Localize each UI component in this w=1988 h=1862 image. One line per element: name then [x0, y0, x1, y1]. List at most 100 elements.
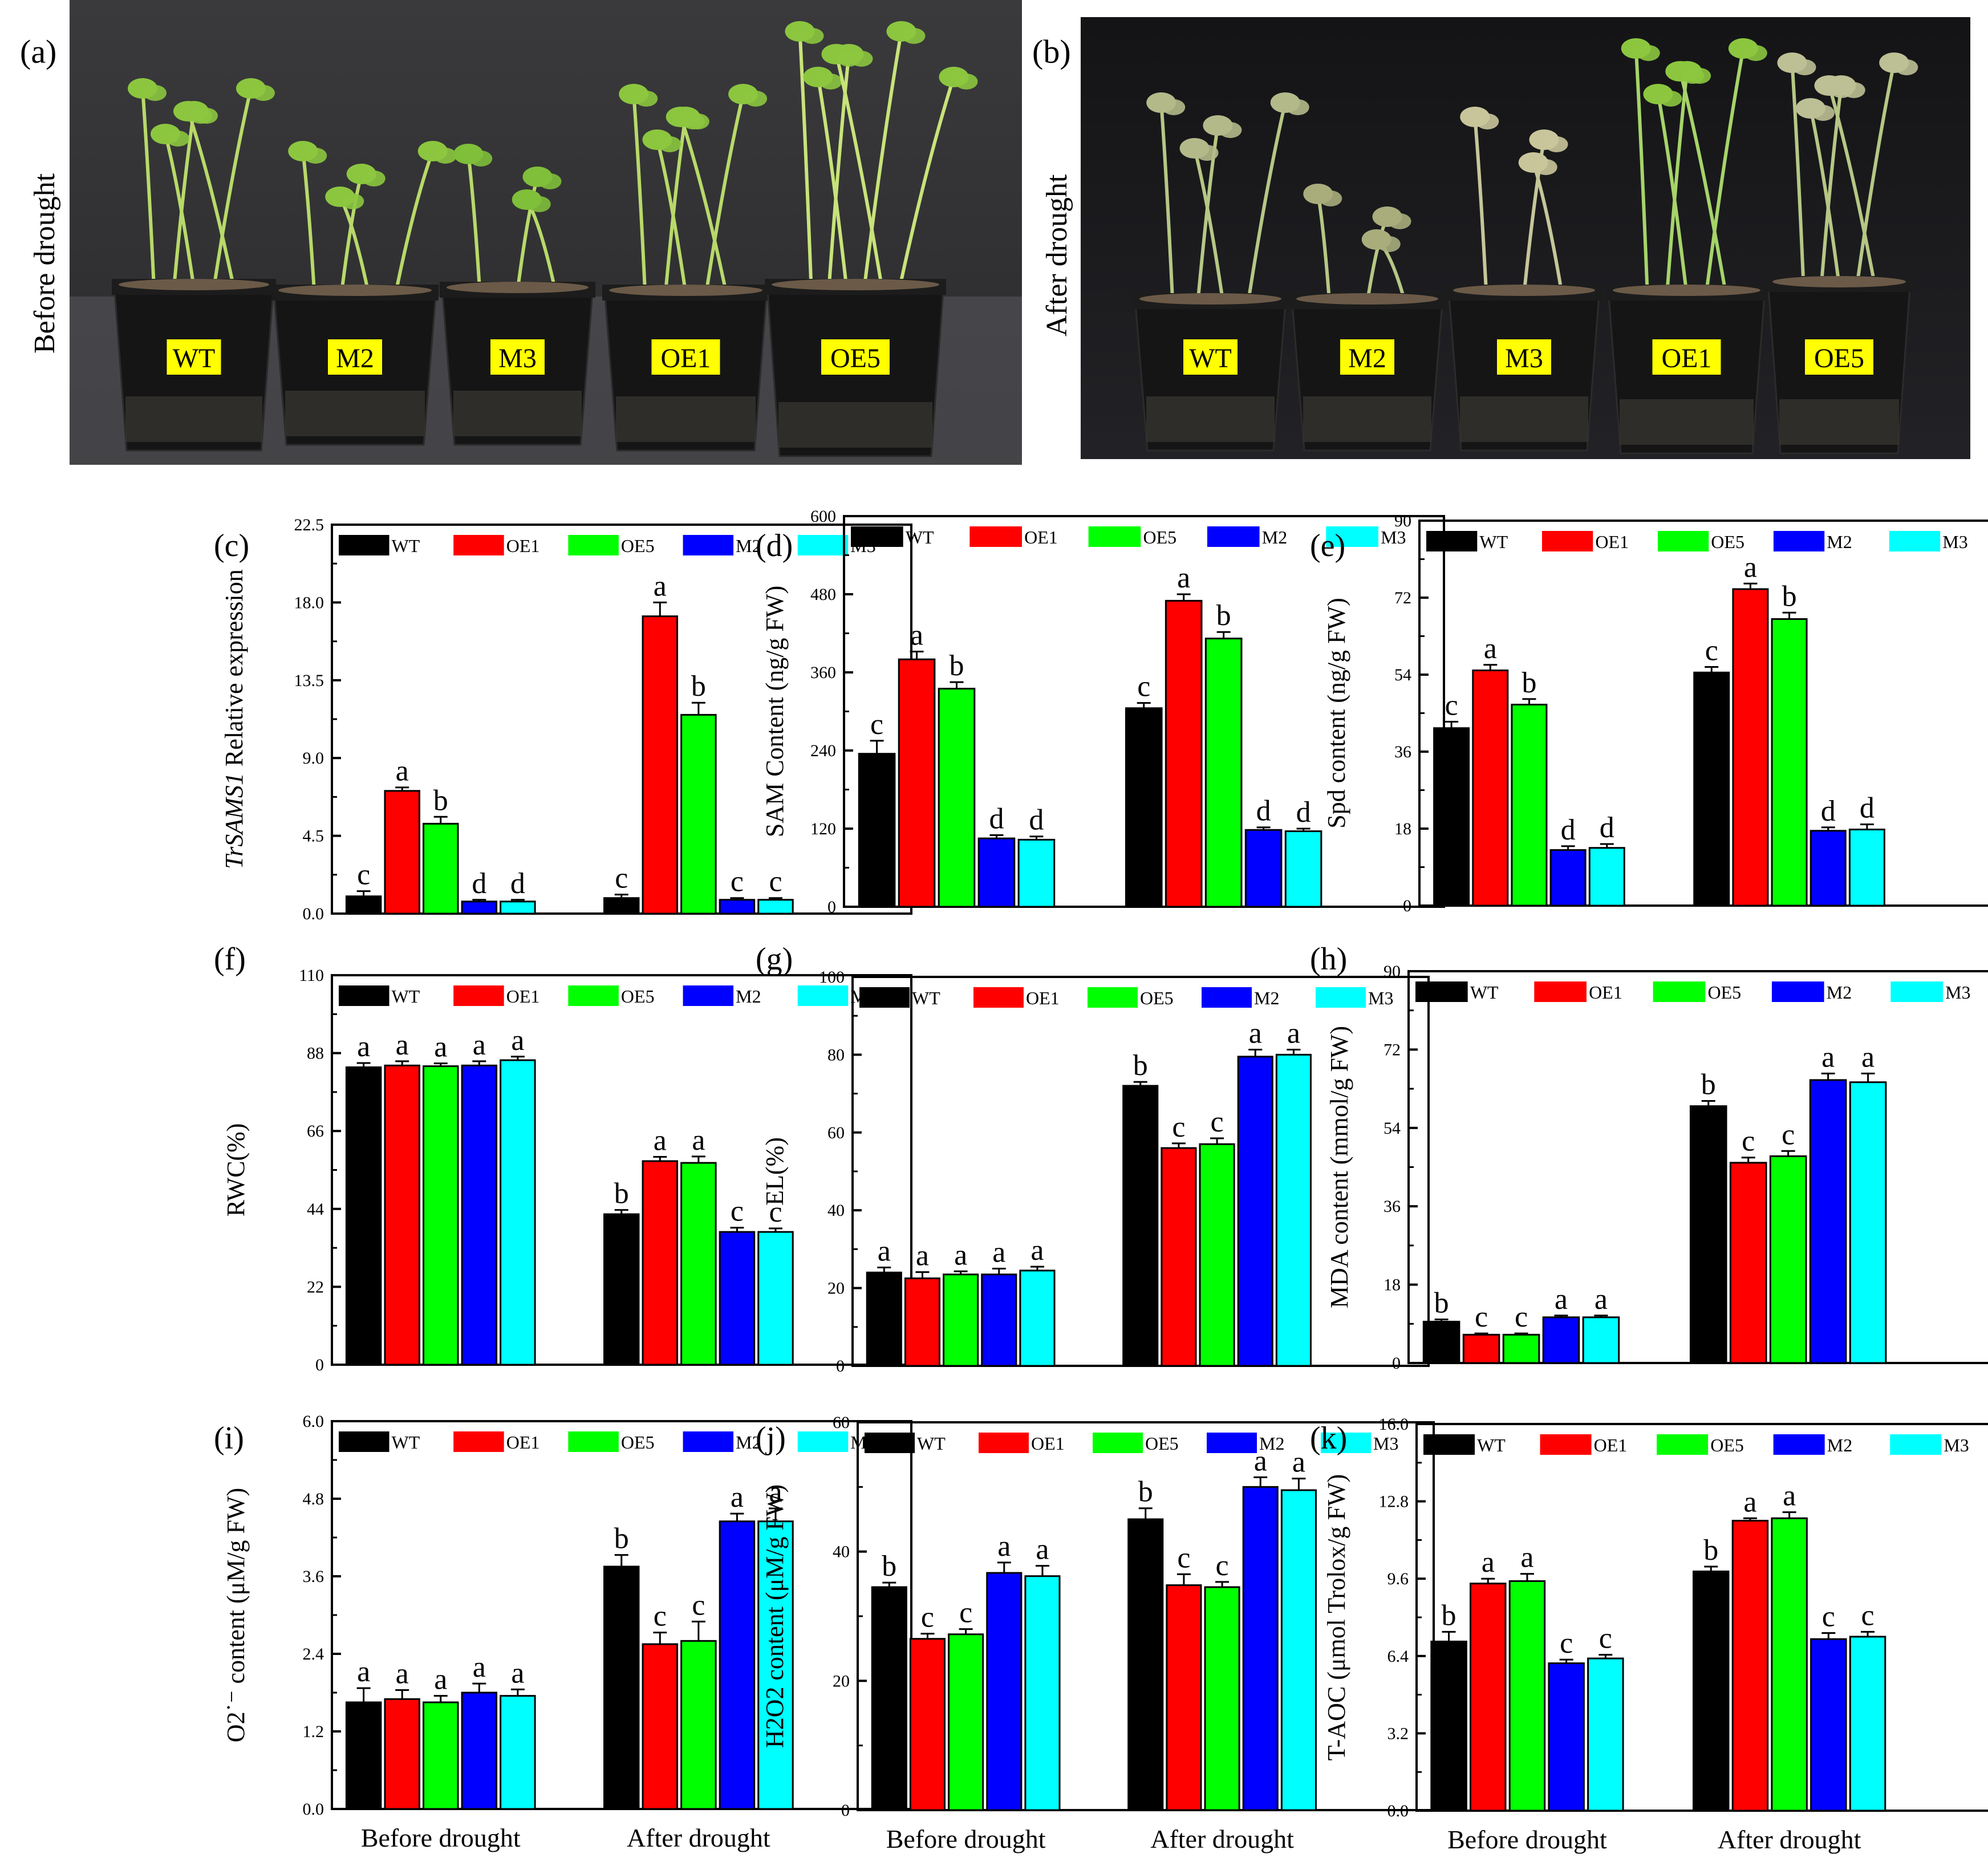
y-tick-label: 240 — [810, 741, 836, 760]
significance-letter: b — [1442, 1599, 1456, 1632]
significance-letter: a — [1030, 1234, 1044, 1267]
legend-swatch-oe1 — [969, 526, 1022, 547]
bar-m2-before — [1549, 849, 1587, 907]
bar-m3-after — [757, 1231, 794, 1366]
pot-oe1: OE1 — [602, 84, 769, 452]
legend-swatch-oe1 — [1534, 981, 1587, 1002]
legend-label-m2: M2 — [736, 1432, 761, 1453]
bar-oe5-before — [423, 822, 459, 915]
significance-letter: c — [1782, 1118, 1795, 1151]
legend-label-wt: WT — [917, 1433, 946, 1454]
y-axis-label: MDA content (mmol/g FW) — [1325, 1026, 1353, 1308]
pot-m2: M2 — [271, 141, 457, 446]
significance-letter: c — [731, 866, 744, 898]
bar-oe1-before — [384, 790, 420, 915]
x-category-label: Before drought — [361, 1823, 521, 1852]
bar-oe5-before — [943, 1273, 979, 1367]
chart-f: (f)022446688110RWC(%)WTOE1OE5M2M3aaaaaba… — [214, 942, 912, 1374]
y-tick-label: 20 — [827, 1279, 845, 1298]
bar-oe5-before — [1508, 1580, 1546, 1812]
bar-m3-before — [500, 1059, 536, 1366]
y-tick-label: 72 — [1394, 589, 1411, 607]
y-tick-label: 18.0 — [294, 593, 324, 612]
significance-letter: c — [357, 859, 370, 891]
y-tick-label: 12.8 — [1379, 1492, 1409, 1511]
bar-m3-after — [1849, 1636, 1886, 1812]
legend-swatch-m2 — [1773, 1434, 1825, 1455]
legend-swatch-oe1 — [973, 987, 1024, 1008]
y-tick-label: 18 — [1384, 1276, 1401, 1295]
significance-letter: a — [654, 570, 667, 602]
legend-swatch-wt — [851, 526, 903, 547]
pot-m3: M3 — [440, 144, 595, 446]
pot-label-bg — [1183, 339, 1238, 375]
significance-letter: d — [1600, 812, 1614, 844]
bar-m3-after — [1284, 830, 1322, 908]
y-tick-label: 90 — [1384, 962, 1401, 981]
bar-wt-before — [866, 1271, 902, 1367]
y-tick-label: 360 — [810, 663, 836, 682]
legend-label-oe1: OE1 — [1024, 527, 1058, 547]
bar-m3-after — [1280, 1489, 1317, 1811]
bar-wt-after — [1693, 671, 1730, 907]
legend-label-m2: M2 — [1259, 1433, 1284, 1454]
legend-label-m3: M3 — [1373, 1433, 1398, 1454]
pot-label: OE1 — [661, 343, 711, 374]
legend-swatch-oe5 — [568, 1431, 619, 1452]
y-tick-label: 4.5 — [303, 827, 324, 846]
significance-letter: a — [1249, 1017, 1262, 1050]
pot-label: M2 — [1348, 343, 1386, 374]
bar-wt-after — [1689, 1105, 1727, 1364]
bar-m3-after — [1848, 829, 1885, 907]
legend-swatch-wt — [339, 1431, 390, 1452]
legend-swatch-m3 — [1890, 1434, 1942, 1455]
significance-letter: d — [472, 867, 486, 900]
y-tick-label: 54 — [1384, 1119, 1401, 1138]
bar-charts: (c) 0.0 4.5 9.0 13.5 18.0 22.5 TrSAMS1 Relative… — [214, 507, 1988, 1854]
legend-swatch-oe5 — [1657, 1434, 1709, 1455]
legend-label-oe5: OE5 — [1711, 532, 1744, 552]
x-category-label: Before drought — [886, 1824, 1046, 1853]
bar-m2-after — [1809, 1079, 1847, 1364]
legend: WT OE1 OE5 M2 M3 — [1423, 1434, 1969, 1455]
legend-label-oe5: OE5 — [1145, 1433, 1179, 1454]
y-tick-label: 0 — [836, 1357, 845, 1376]
significance-letter: a — [1287, 1017, 1300, 1050]
significance-letter: a — [1595, 1283, 1608, 1316]
bar-oe1-before — [1470, 1583, 1507, 1812]
y-tick-label: 13.5 — [294, 671, 324, 690]
bar-oe5-before — [423, 1065, 459, 1366]
y-tick-label: 90 — [1394, 512, 1411, 530]
chart-h: (h) 0 18 36 54 72 90 MDA content (mmol/g FW) WT O… — [1310, 942, 1988, 1373]
pot-label: M3 — [498, 343, 537, 374]
y-tick-label: 66 — [307, 1122, 324, 1141]
significance-letter: c — [1137, 671, 1150, 703]
y-tick-label: 600 — [810, 507, 836, 526]
legend-label-oe1: OE1 — [1026, 988, 1060, 1008]
significance-letter: a — [1292, 1446, 1305, 1479]
significance-letter: c — [1515, 1301, 1528, 1333]
y-tick-label: 22.5 — [294, 516, 324, 534]
panel-label: (e) — [1310, 528, 1345, 563]
legend-label-wt: WT — [1470, 982, 1499, 1003]
bar-oe1-after — [1732, 588, 1769, 907]
legend: WT OE1 OE5 M2 M3 — [1415, 981, 1971, 1003]
significance-letter: c — [870, 708, 883, 741]
panel-label: (g) — [756, 942, 793, 977]
significance-letter: a — [396, 1657, 409, 1690]
legend-swatch-oe1 — [453, 535, 504, 555]
pot-label-bg — [328, 339, 382, 375]
significance-letter: a — [396, 755, 409, 788]
bar-m2-before — [1542, 1316, 1580, 1364]
significance-letter: c — [692, 1589, 705, 1621]
significance-letter: a — [1482, 1546, 1495, 1579]
significance-letter: c — [1705, 635, 1718, 667]
bar-m2-after — [1244, 829, 1283, 908]
y-axis-label: O2˙⁻ content (μM/g FW) — [222, 1488, 250, 1742]
bar-wt-before — [345, 895, 382, 915]
legend-label-wt: WT — [906, 527, 934, 547]
bar-oe5-after — [1204, 1586, 1240, 1811]
significance-letter: a — [654, 1125, 667, 1157]
significance-letter: b — [614, 1178, 629, 1210]
y-tick-label: 1.2 — [303, 1722, 324, 1741]
